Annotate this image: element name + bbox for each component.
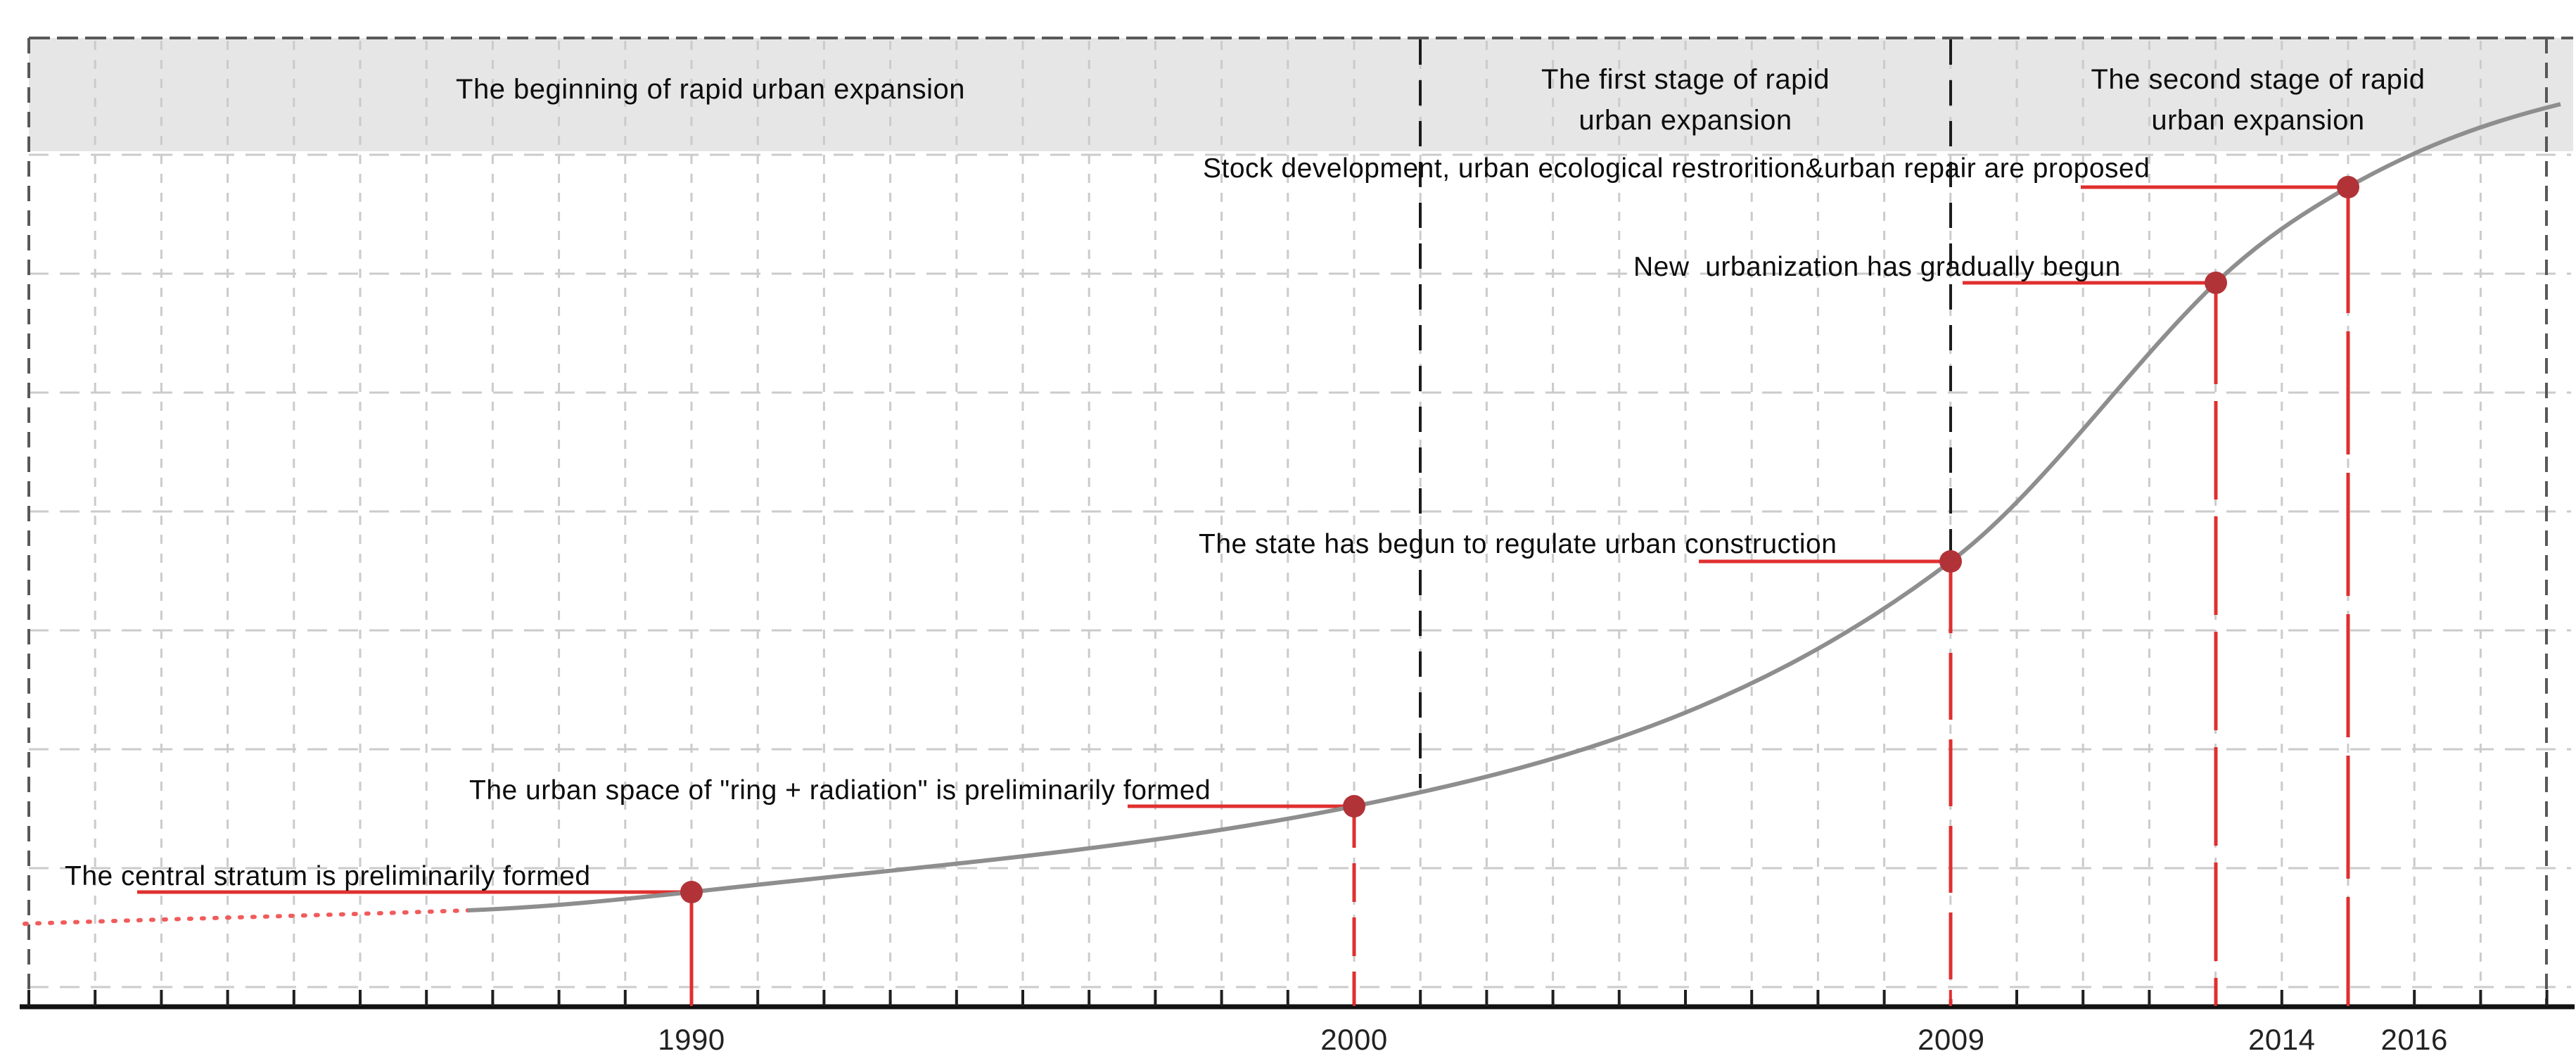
annotation-1990: The central stratum is preliminarily for… (65, 861, 591, 891)
annotation-2000: The urban space of "ring + radiation" is… (469, 775, 1211, 806)
stage-title-2-line1: The first stage of rapid (1541, 64, 1830, 95)
vertical-gridlines (94, 41, 2482, 1005)
x-label-2009: 2009 (1918, 1023, 1984, 1056)
annotation-2009: The state has begun to regulate urban co… (1199, 529, 1837, 559)
data-point-2000 (1343, 795, 1365, 818)
x-axis-ticks (27, 990, 2549, 1006)
data-point-2015 (2337, 176, 2359, 198)
x-label-2016: 2016 (2380, 1023, 2447, 1056)
stage-title-3-line2: urban expansion (2151, 105, 2364, 136)
data-point-2009 (1939, 550, 1962, 573)
data-point-1990 (680, 881, 703, 903)
stage-title-1: The beginning of rapid urban expansion (456, 74, 965, 105)
curve-extrapolation-dotted (23, 908, 470, 926)
x-label-2014: 2014 (2248, 1023, 2315, 1056)
stage-title-3-line1: The second stage of rapid (2091, 64, 2425, 95)
expansion-curve (467, 102, 2561, 912)
horizontal-gridlines (29, 153, 2571, 988)
stage-title-2-line2: urban expansion (1579, 105, 1792, 136)
annotation-2015: Stock development, urban ecological rest… (1203, 153, 2150, 184)
x-label-1990: 1990 (658, 1023, 725, 1056)
x-label-2000: 2000 (1320, 1023, 1387, 1056)
data-point-2013 (2205, 272, 2227, 294)
annotation-2013: New urbanization has gradually begun (1633, 252, 2121, 282)
stage-header-band (29, 38, 2573, 151)
